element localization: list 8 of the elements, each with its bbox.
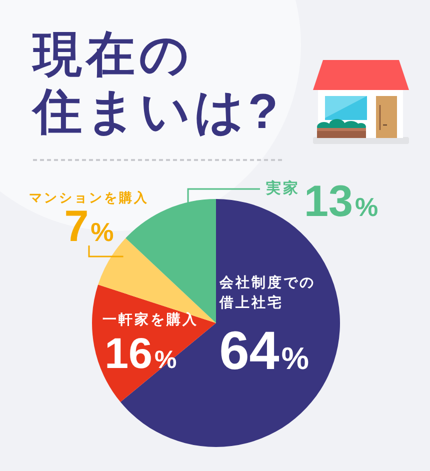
slice-label: 実家 (266, 180, 300, 198)
category-label: 会社制度での借上社宅 (219, 274, 316, 310)
chart-title: 現在の住まいは? (33, 28, 282, 139)
slice-label: マンションを購入 (29, 190, 149, 206)
data-label: 16% (104, 330, 177, 378)
data-label: 13% (304, 176, 378, 226)
data-label: 64% (219, 321, 309, 382)
slice-label: 一軒家を購入 (102, 310, 199, 327)
